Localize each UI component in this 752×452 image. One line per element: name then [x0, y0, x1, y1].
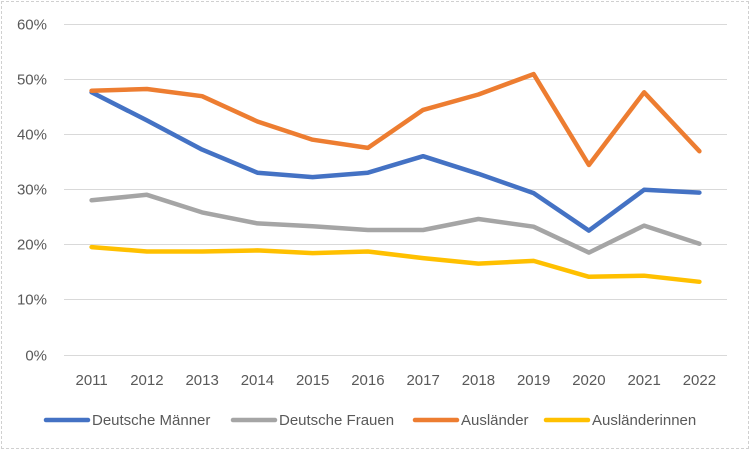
series-line-ausl-nderinnen — [89, 244, 702, 285]
legend-item: Ausländerinnen — [543, 412, 696, 429]
x-tick-label: 2015 — [296, 372, 329, 389]
legend-label: Ausländerinnen — [592, 412, 696, 429]
legend-label: Deutsche Männer — [92, 412, 210, 429]
y-tick-label: 40% — [17, 127, 47, 144]
x-tick-label: 2011 — [75, 372, 107, 389]
legend-label: Ausländer — [461, 412, 529, 429]
x-tick-label: 2022 — [683, 372, 716, 389]
legend-item: Ausländer — [412, 412, 529, 429]
x-tick-label: 2013 — [185, 372, 218, 389]
x-tick-label: 2020 — [572, 372, 605, 389]
y-tick-label: 20% — [17, 237, 47, 254]
legend: Deutsche Männer Deutsche Frauen Ausländer A… — [43, 412, 696, 429]
x-tick-label: 2021 — [627, 372, 660, 389]
legend-item: Deutsche Männer — [43, 412, 210, 429]
x-tick-label: 2019 — [517, 372, 550, 389]
x-tick-label: 2017 — [406, 372, 439, 389]
series-line-deutsche-frauen — [89, 192, 702, 255]
legend-item: Deutsche Frauen — [230, 412, 394, 429]
y-axis-labels: 0% 10% 20% 30% 40% 50% 60% — [17, 17, 47, 365]
series-line-deutsche-m-nner — [89, 90, 702, 233]
x-tick-label: 2014 — [241, 372, 274, 389]
series-line-ausl-nder — [89, 71, 702, 168]
x-tick-label: 2016 — [351, 372, 384, 389]
y-tick-label: 10% — [17, 292, 47, 309]
y-tick-label: 30% — [17, 182, 47, 199]
y-tick-label: 60% — [17, 17, 47, 34]
y-tick-label: 0% — [25, 348, 47, 365]
y-tick-label: 50% — [17, 72, 47, 89]
x-tick-label: 2018 — [462, 372, 495, 389]
x-axis-labels: 2011 2012 2013 2014 2015 2016 2017 2018 2019 2020… — [75, 372, 716, 389]
gridlines — [64, 24, 727, 356]
legend-label: Deutsche Frauen — [279, 412, 394, 429]
series-lines — [89, 71, 702, 285]
x-tick-label: 2012 — [130, 372, 163, 389]
